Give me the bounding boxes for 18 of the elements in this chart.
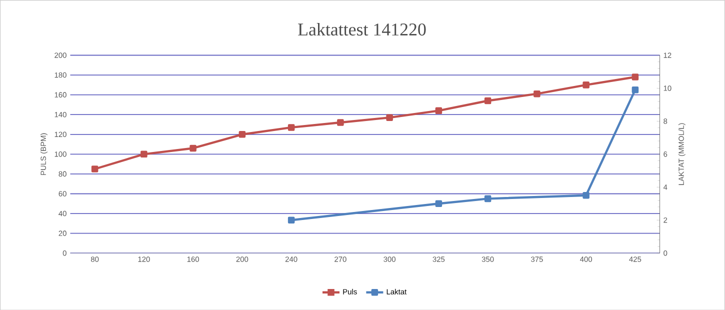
point	[435, 200, 442, 207]
point	[386, 114, 393, 121]
point	[435, 107, 442, 114]
point	[238, 130, 246, 138]
point	[288, 124, 295, 131]
point	[337, 118, 344, 126]
point	[484, 195, 492, 202]
point	[140, 150, 148, 158]
point	[582, 192, 590, 199]
chart-title: Laktattest 141220	[298, 22, 426, 36]
point	[534, 90, 540, 98]
point	[288, 216, 295, 224]
point	[632, 86, 639, 94]
point	[190, 144, 196, 152]
point	[582, 81, 590, 88]
point	[632, 73, 639, 80]
point	[484, 97, 492, 104]
point	[91, 165, 98, 172]
